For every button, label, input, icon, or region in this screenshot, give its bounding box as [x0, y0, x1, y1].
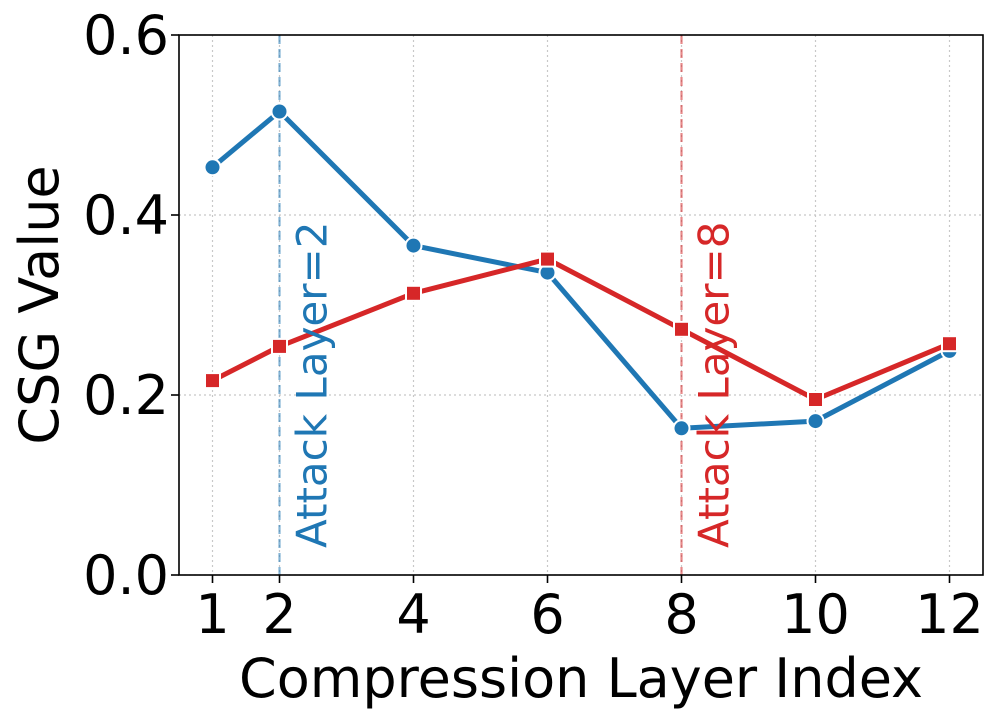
data-point-marker	[806, 412, 825, 431]
x-tick-label: 10	[781, 583, 850, 646]
data-point-marker	[204, 372, 221, 390]
data-point-marker	[539, 250, 556, 268]
x-axis-title: Compression Layer Index	[239, 647, 923, 710]
data-point-marker	[271, 337, 288, 355]
annotations: Attack Layer=2 Attack Layer=8	[288, 222, 739, 548]
axis-ticks: 1 2 4 6 8 10 12 0.0 0.2 0.4 0.6	[83, 4, 984, 646]
attack-layer-lines	[278, 35, 683, 575]
attack-layer-label: Attack Layer=8	[690, 222, 739, 548]
y-tick-label: 0.4	[83, 184, 169, 247]
data-point-marker	[673, 320, 690, 338]
y-tick-label: 0.6	[83, 4, 169, 67]
data-point-marker	[203, 158, 222, 177]
x-tick-label: 8	[664, 583, 698, 646]
y-tick-label: 0.2	[83, 364, 169, 427]
data-point-marker	[672, 419, 691, 438]
series	[203, 102, 959, 438]
data-point-marker	[405, 284, 422, 302]
x-tick-label: 1	[195, 583, 229, 646]
attack-layer-label: Attack Layer=2	[288, 222, 337, 548]
data-point-marker	[807, 391, 824, 408]
plot-frame	[178, 34, 984, 576]
x-tick-label: 6	[530, 583, 564, 646]
data-point-marker	[941, 335, 958, 353]
y-tick-label: 0.0	[83, 544, 169, 607]
x-tick-label: 12	[915, 583, 984, 646]
data-point-marker	[270, 102, 289, 121]
x-tick-label: 4	[396, 583, 430, 646]
y-axis-title: CSG Value	[8, 165, 71, 444]
x-tick-label: 2	[262, 583, 296, 646]
data-point-marker	[404, 236, 423, 255]
